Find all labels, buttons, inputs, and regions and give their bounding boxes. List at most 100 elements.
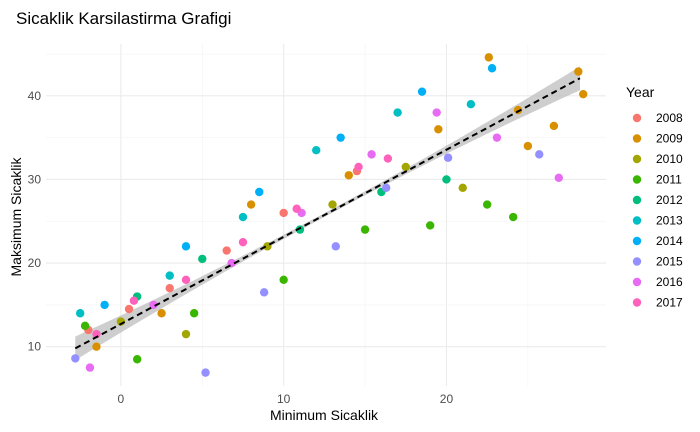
point-2016 (85, 363, 95, 372)
point-2015 (259, 288, 269, 297)
point-2009 (579, 89, 588, 99)
point-2010 (181, 329, 191, 339)
point-2011 (509, 212, 518, 222)
point-2014 (181, 242, 191, 251)
point-2017 (383, 154, 393, 163)
point-2013 (393, 108, 402, 117)
legend-label-2012: 2012 (656, 193, 683, 207)
legend-key-2015 (632, 257, 642, 266)
legend-label-2013: 2013 (656, 214, 683, 228)
point-2011 (425, 221, 435, 230)
point-2017 (354, 162, 363, 172)
point-2017 (92, 329, 101, 339)
legend-key-2011 (632, 175, 642, 184)
confidence-ribbon (75, 66, 581, 361)
point-2015 (331, 242, 340, 251)
point-2009 (344, 171, 353, 180)
y-axis-title: Maksimum Sicaklik (8, 156, 24, 276)
legend-label-2009: 2009 (656, 132, 683, 146)
point-2011 (80, 321, 90, 330)
point-2011 (482, 200, 492, 209)
point-2011 (360, 225, 370, 234)
legend-key-2014 (632, 236, 642, 246)
point-2011 (279, 275, 288, 285)
point-2015 (71, 354, 80, 363)
point-2016 (367, 150, 376, 159)
trend-confidence-band (75, 66, 581, 361)
legend-label-2017: 2017 (656, 296, 683, 310)
point-2014 (100, 300, 109, 310)
legend-key-2016 (632, 277, 642, 287)
point-2009 (157, 309, 166, 318)
x-tick-label: 20 (440, 392, 454, 406)
point-2009 (246, 200, 256, 209)
point-2010 (458, 183, 467, 193)
legend: Year 2008 2009 2010 2011 2012 2013 2014 2015 201… (626, 84, 683, 310)
point-2015 (201, 368, 210, 377)
legend-label-2010: 2010 (656, 152, 683, 166)
point-2009 (434, 125, 443, 134)
point-2012 (198, 254, 207, 264)
trend-line-group (74, 77, 581, 350)
point-2011 (132, 355, 142, 364)
point-2008 (279, 208, 288, 218)
point-2009 (484, 53, 493, 62)
y-tick-label: 20 (28, 256, 42, 270)
trend-line (74, 77, 581, 350)
point-2014 (487, 64, 497, 73)
point-2010 (328, 200, 337, 209)
point-2011 (189, 309, 199, 318)
legend-key-2013 (632, 216, 642, 225)
data-points (71, 53, 588, 377)
legend-label-2008: 2008 (656, 111, 683, 125)
point-2017 (129, 296, 139, 305)
point-2009 (523, 141, 533, 151)
y-tick-label: 40 (28, 89, 42, 103)
point-2008 (124, 304, 134, 314)
point-2013 (75, 309, 85, 318)
point-2013 (312, 145, 321, 155)
point-2017 (238, 237, 248, 247)
legend-key-2017 (632, 298, 642, 307)
x-tick-label: 10 (277, 392, 291, 406)
point-2014 (255, 187, 264, 197)
legend-key-2008 (632, 113, 642, 123)
point-2015 (382, 183, 391, 193)
point-2015 (535, 150, 544, 159)
axis-ticks: 0 10 20 10 20 30 40 (28, 89, 454, 406)
legend-label-2016: 2016 (656, 275, 683, 289)
point-2016 (432, 108, 441, 117)
point-2015 (443, 153, 453, 162)
point-2009 (92, 342, 101, 351)
point-2012 (442, 175, 451, 184)
point-2017 (181, 275, 191, 285)
legend-label-2015: 2015 (656, 255, 683, 269)
point-2014 (417, 87, 427, 96)
point-2009 (574, 67, 583, 76)
legend-label-2011: 2011 (656, 173, 682, 187)
point-2016 (554, 173, 563, 182)
x-tick-label: 0 (118, 392, 125, 406)
legend-label-2014: 2014 (656, 234, 683, 248)
point-2016 (149, 300, 158, 310)
point-2008 (165, 283, 174, 293)
point-2013 (466, 100, 476, 109)
point-2010 (401, 162, 410, 172)
legend-key-2010 (632, 154, 642, 164)
legend-title: Year (626, 84, 655, 100)
y-tick-label: 10 (28, 340, 42, 354)
point-2009 (549, 121, 559, 131)
y-tick-label: 30 (28, 172, 42, 186)
point-2014 (336, 133, 345, 142)
chart-title: Sicaklik Karsilastirma Grafigi (16, 9, 231, 28)
point-2013 (165, 271, 174, 280)
point-2013 (238, 212, 248, 222)
point-2008 (222, 246, 231, 255)
legend-key-2012 (632, 195, 642, 205)
point-2016 (492, 133, 502, 142)
point-2012 (295, 225, 305, 234)
legend-key-2009 (632, 134, 642, 143)
x-axis-title: Minimum Sicaklik (270, 407, 379, 423)
point-2017 (292, 204, 301, 213)
